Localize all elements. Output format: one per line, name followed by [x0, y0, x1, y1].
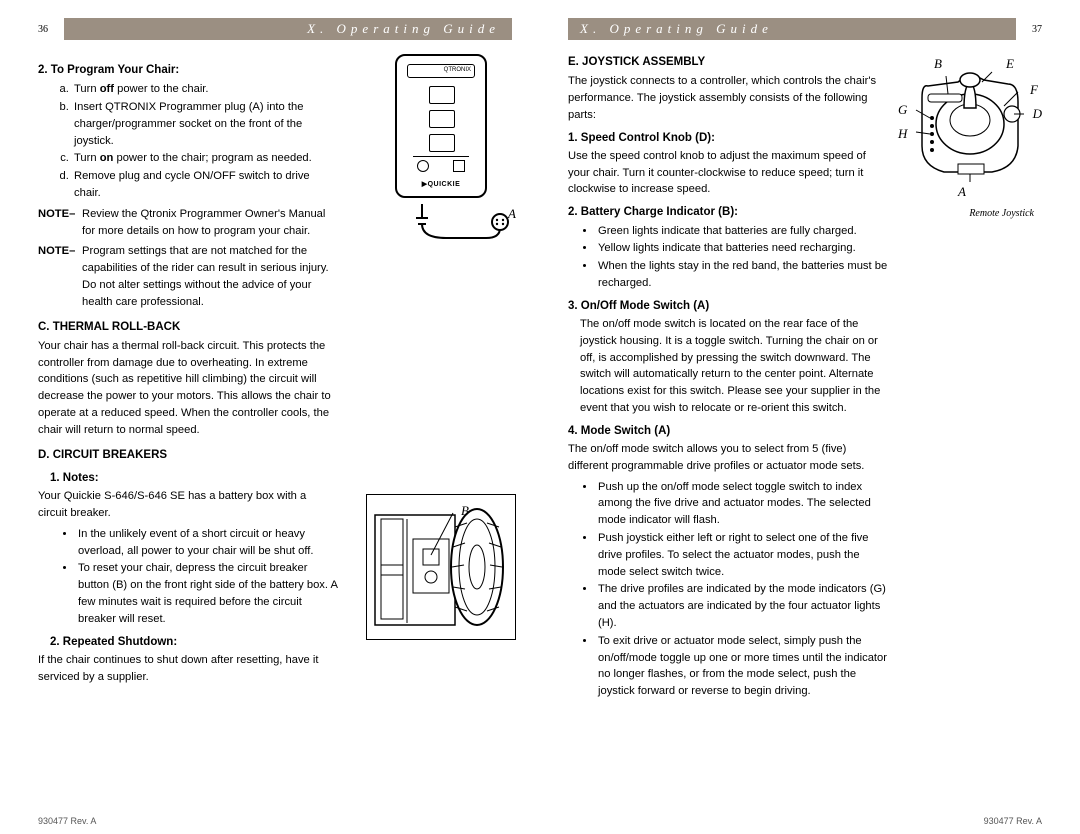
- heading-onoff-switch: 3. On/Off Mode Switch (A): [568, 298, 888, 315]
- note-block: NOTE– Program settings that are not matc…: [38, 243, 338, 310]
- list-item: To exit drive or actuator mode select, s…: [596, 633, 888, 700]
- note-body: Review the Qtronix Programmer Owner's Ma…: [82, 206, 338, 240]
- footer-id: 930477 Rev. A: [984, 816, 1042, 826]
- page-spread: 36 X. Operating Guide 2. To Program Your…: [0, 0, 1080, 834]
- note-label: NOTE–: [38, 243, 82, 310]
- callout-d: D: [1033, 104, 1042, 124]
- figure-remote-joystick: B E F D G H A Remote Joystick: [898, 54, 1042, 202]
- figure-circuit-breaker: B: [366, 494, 516, 640]
- callout-f: F: [1030, 80, 1038, 100]
- mode-switch-intro: The on/off mode switch allows you to sel…: [568, 441, 888, 475]
- page-number: 36: [38, 24, 64, 35]
- page-number: 37: [1016, 24, 1042, 35]
- header-title: X. Operating Guide: [568, 18, 1016, 40]
- heading-program-chair: 2. To Program Your Chair:: [38, 62, 338, 79]
- note-label: NOTE–: [38, 206, 82, 240]
- list-item: When the lights stay in the red band, th…: [596, 258, 888, 292]
- list-item: Yellow lights indicate that batteries ne…: [596, 240, 888, 257]
- list-item: Push up the on/off mode select toggle sw…: [596, 479, 888, 529]
- content-left: 2. To Program Your Chair: Turn off power…: [38, 54, 512, 812]
- callout-a: A: [508, 204, 516, 224]
- program-step: Turn off power to the chair.: [72, 81, 338, 98]
- battery-bullets: Green lights indicate that batteries are…: [568, 223, 888, 292]
- list-item: To reset your chair, depress the circuit…: [76, 560, 338, 627]
- heading-breakers: D. CIRCUIT BREAKERS: [38, 447, 338, 464]
- heading-battery-indicator: 2. Battery Charge Indicator (B):: [568, 204, 888, 221]
- repeated-shutdown-body: If the chair continues to shut down afte…: [38, 652, 338, 686]
- subheading-repeated-shutdown: 2. Repeated Shutdown:: [38, 634, 338, 651]
- joystick-intro: The joystick connects to a controller, w…: [568, 73, 888, 123]
- joystick-diagram-icon: [908, 68, 1032, 186]
- heading-joystick-assembly: E. JOYSTICK ASSEMBLY: [568, 54, 888, 71]
- cable-icon: [376, 204, 516, 244]
- list-item: Push joystick either left or right to se…: [596, 530, 888, 580]
- heading-thermal: C. THERMAL ROLL-BACK: [38, 319, 338, 336]
- list-item: The drive profiles are indicated by the …: [596, 581, 888, 631]
- page-36: 36 X. Operating Guide 2. To Program Your…: [0, 0, 540, 834]
- breakers-bullets: In the unlikely event of a short circuit…: [38, 526, 338, 628]
- onoff-body: The on/off mode switch is located on the…: [568, 316, 888, 417]
- heading-speed-control: 1. Speed Control Knob (D):: [568, 130, 888, 147]
- breakers-intro: Your Quickie S-646/S-646 SE has a batter…: [38, 488, 338, 522]
- callout-g: G: [898, 100, 907, 120]
- header-bar-left: 36 X. Operating Guide: [38, 18, 512, 40]
- callout-h: H: [898, 124, 907, 144]
- subheading-notes: 1. Notes:: [38, 470, 338, 487]
- page-37: X. Operating Guide 37 E. JOYSTICK ASSEMB…: [540, 0, 1080, 834]
- program-step: Insert QTRONIX Programmer plug (A) into …: [72, 99, 338, 149]
- callout-e: E: [1006, 54, 1014, 74]
- program-steps-list: Turn off power to the chair. Insert QTRO…: [38, 81, 338, 202]
- program-step: Turn on power to the chair; program as n…: [72, 150, 338, 167]
- breaker-diagram-icon: [367, 495, 515, 639]
- brand-logo: ▶QUICKIE: [397, 180, 485, 191]
- callout-b: B: [934, 54, 942, 74]
- content-right: E. JOYSTICK ASSEMBLY The joystick connec…: [568, 54, 1042, 812]
- figure-caption: Remote Joystick: [969, 206, 1034, 221]
- device-screen-label: QTRONIX: [407, 64, 475, 78]
- callout-b: B: [461, 501, 469, 521]
- list-item: Green lights indicate that batteries are…: [596, 223, 888, 240]
- header-title: X. Operating Guide: [64, 18, 512, 40]
- note-block: NOTE– Review the Qtronix Programmer Owne…: [38, 206, 338, 240]
- heading-mode-switch: 4. Mode Switch (A): [568, 423, 888, 440]
- thermal-body: Your chair has a thermal roll-back circu…: [38, 338, 338, 439]
- footer-id: 930477 Rev. A: [38, 816, 96, 826]
- list-item: In the unlikely event of a short circuit…: [76, 526, 338, 560]
- figure-programmer: QTRONIX ▶QUICKIE A: [366, 54, 516, 234]
- note-body: Program settings that are not matched fo…: [82, 243, 338, 310]
- mode-switch-bullets: Push up the on/off mode select toggle sw…: [568, 479, 888, 700]
- program-step: Remove plug and cycle ON/OFF switch to d…: [72, 168, 338, 202]
- header-bar-right: X. Operating Guide 37: [568, 18, 1042, 40]
- speed-body: Use the speed control knob to adjust the…: [568, 148, 888, 198]
- callout-a: A: [958, 182, 966, 202]
